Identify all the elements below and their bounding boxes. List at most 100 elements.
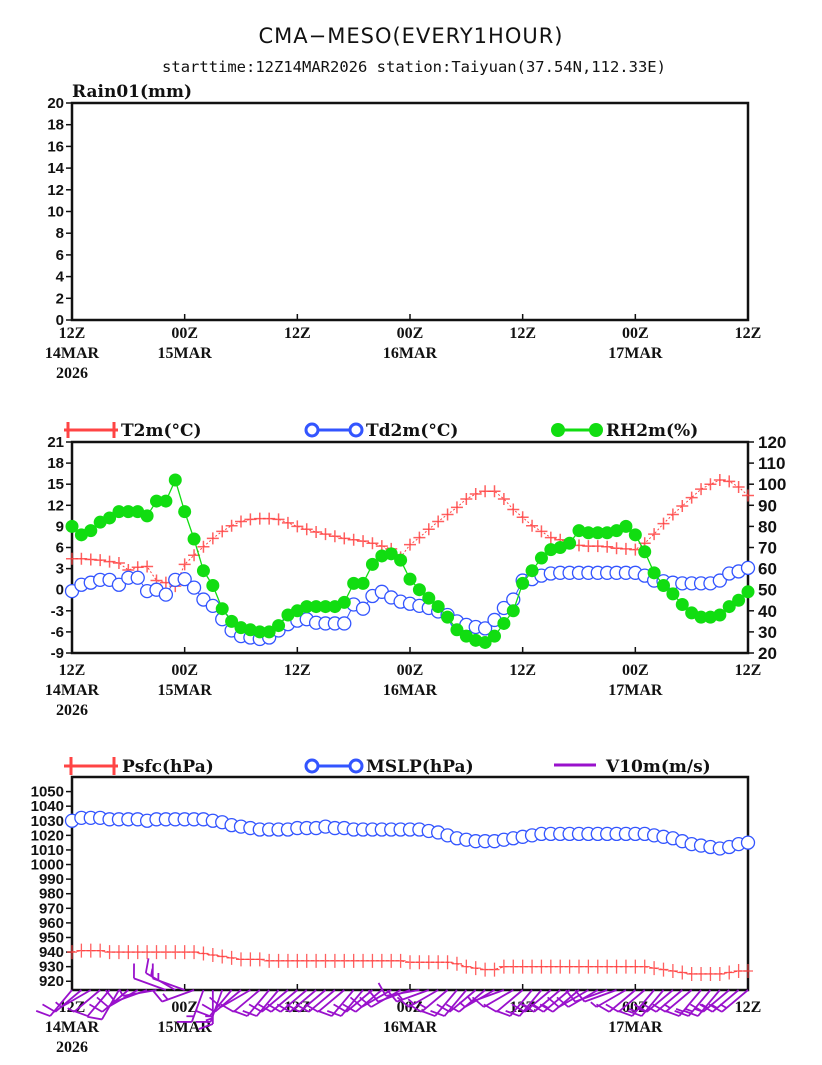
psfc-point xyxy=(160,945,171,960)
rh2m-point xyxy=(525,564,539,578)
td2m-point xyxy=(740,560,756,576)
t2m-point xyxy=(197,540,210,553)
psfc-point xyxy=(564,959,575,974)
wind-barb xyxy=(652,989,693,1013)
psfc-point xyxy=(386,953,397,968)
wind-barb xyxy=(201,989,242,1013)
x-tick-label: 00Z xyxy=(171,999,198,1016)
wind-barb xyxy=(233,989,270,1017)
psfc-point xyxy=(198,946,209,961)
psfc-point xyxy=(207,947,218,962)
rh2m-point xyxy=(422,591,436,605)
rh2m-point xyxy=(300,600,314,614)
wind-barb xyxy=(445,989,486,1013)
legend-rh2m-label: RH2m(%) xyxy=(606,421,698,441)
t2m-point xyxy=(516,511,529,524)
rh2m-point xyxy=(337,595,351,609)
t2m-point xyxy=(460,492,473,505)
t2m-point xyxy=(676,500,689,513)
psfc-point xyxy=(301,953,312,968)
rh2m-point xyxy=(196,564,210,578)
rh2m-point xyxy=(319,600,332,614)
y-tick-label: 930 xyxy=(39,959,64,976)
y-tick-label: 4 xyxy=(56,269,65,286)
psfc-point xyxy=(667,964,678,979)
wind-barb xyxy=(151,989,195,1003)
psfc-point xyxy=(733,964,744,979)
psfc-point xyxy=(555,959,566,974)
td2m-point xyxy=(506,592,521,607)
td2m-point xyxy=(337,616,352,631)
wind-barb xyxy=(73,989,111,1017)
t2m-point xyxy=(216,525,229,538)
wind-barb xyxy=(386,989,430,1003)
psfc-point xyxy=(113,945,124,960)
psfc-point xyxy=(545,959,556,974)
psfc-point xyxy=(498,959,509,974)
rh2m-point xyxy=(741,585,755,599)
t2m-point xyxy=(178,558,191,571)
legend-mslp-label: MSLP(hPa) xyxy=(366,757,474,777)
t2m-point xyxy=(188,549,201,562)
t2m-point xyxy=(413,531,426,544)
y-tick-label: 1040 xyxy=(31,798,64,815)
wind-barb xyxy=(618,989,655,1017)
legend-v10m: V10m(m/s) xyxy=(554,757,711,777)
psfc-point xyxy=(329,953,340,968)
t2m-point xyxy=(225,519,238,532)
wind-barb xyxy=(699,989,740,1013)
rh2m-point xyxy=(225,614,239,628)
y-tick-label: 1030 xyxy=(31,813,64,830)
psfc-point xyxy=(405,955,415,970)
y-tick-label: 960 xyxy=(39,915,64,932)
psfc-point xyxy=(132,945,143,960)
psfc-point xyxy=(461,959,472,974)
psfc-point xyxy=(574,959,584,974)
rh2m-point xyxy=(732,593,746,607)
y-tick-label: -3 xyxy=(51,603,64,620)
psfc-point xyxy=(189,945,200,960)
t2m-point xyxy=(404,538,416,551)
wind-barb xyxy=(605,989,646,1013)
psfc-point xyxy=(245,952,256,967)
x-tick-label: 12Z xyxy=(735,662,762,679)
t2m-point xyxy=(141,560,154,573)
t2m-point xyxy=(357,535,370,548)
wind-barb xyxy=(67,989,101,1013)
wind-barb xyxy=(590,989,627,1008)
y-right-tick-label: 80 xyxy=(758,517,777,536)
rh2m-point xyxy=(215,602,229,616)
wind-barb xyxy=(574,989,617,1003)
rh2m-line xyxy=(71,478,749,644)
x-tick-label: 15MAR xyxy=(158,1019,213,1036)
rh2m-point xyxy=(638,545,652,559)
wind-barb xyxy=(708,989,749,1013)
psfc-point xyxy=(320,953,331,968)
psfc-point xyxy=(376,953,387,968)
t2m-point xyxy=(103,555,116,568)
y-right-tick-label: 110 xyxy=(758,454,785,473)
rh2m-point xyxy=(516,576,530,590)
t2m-point xyxy=(281,516,294,529)
y-tick-label: 18 xyxy=(47,455,64,472)
t2m-point xyxy=(432,515,445,528)
y-tick-label: 970 xyxy=(39,900,64,917)
psfc-point xyxy=(358,953,369,968)
x-tick-label: 12Z xyxy=(509,662,536,679)
rh2m-point xyxy=(121,505,135,519)
psfc-point xyxy=(67,945,77,960)
psfc-point xyxy=(696,966,707,981)
x-tick-label: 00Z xyxy=(171,325,198,342)
x-tick-label: 2026 xyxy=(56,365,88,382)
x-tick-label: 12Z xyxy=(59,325,86,342)
psfc-point xyxy=(264,953,275,968)
wind-barb xyxy=(42,989,82,1013)
y-tick-label: 950 xyxy=(39,929,64,946)
rh2m-point xyxy=(187,532,201,546)
psfc-point xyxy=(743,964,753,979)
x-tick-label: 12Z xyxy=(284,325,311,342)
t2m-point xyxy=(347,533,360,546)
psfc-point xyxy=(367,953,378,968)
y-tick-label: 6 xyxy=(56,247,64,264)
rh2m-point xyxy=(140,509,154,523)
